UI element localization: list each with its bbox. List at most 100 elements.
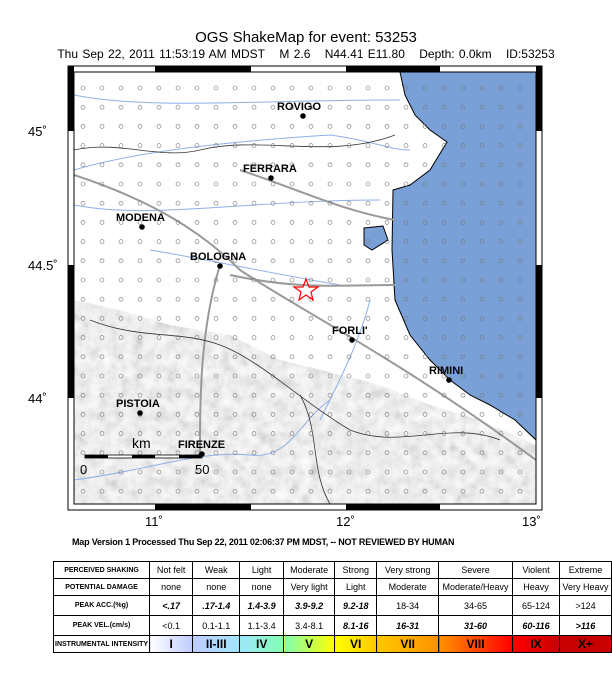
- station-marker: [232, 104, 238, 110]
- station-marker: [156, 239, 162, 244]
- station-marker: [441, 85, 447, 91]
- station-marker: [441, 296, 447, 302]
- station-marker: [365, 431, 371, 436]
- station-marker: [232, 412, 238, 417]
- station-marker: [156, 124, 162, 129]
- acc-value: 18-34: [396, 600, 420, 611]
- station-marker: [213, 469, 219, 475]
- station-marker: [118, 181, 124, 187]
- station-marker: [517, 85, 523, 91]
- station-marker: [232, 85, 238, 91]
- station-marker: [479, 412, 485, 417]
- shaking-value: Strong: [342, 565, 369, 575]
- station-marker: [118, 469, 124, 475]
- station-marker: [194, 412, 200, 417]
- station-marker: [403, 143, 409, 148]
- city-dot: [137, 410, 143, 416]
- station-marker: [384, 412, 390, 417]
- station-marker: [346, 469, 352, 475]
- station-marker: [479, 220, 485, 225]
- station-marker: [517, 124, 523, 129]
- vel-cell: 16-31: [376, 615, 440, 636]
- station-marker: [346, 450, 352, 456]
- station-marker: [99, 85, 105, 91]
- station-marker: [175, 392, 181, 398]
- city-label: BOLOGNA: [190, 251, 246, 263]
- station-marker: [99, 335, 105, 340]
- station-marker: [308, 239, 314, 244]
- station-marker: [118, 239, 124, 244]
- station-marker: [498, 431, 504, 436]
- station-marker: [156, 431, 162, 436]
- station-marker: [213, 412, 219, 417]
- station-marker: [346, 392, 352, 398]
- station-marker: [194, 488, 200, 494]
- station-marker: [289, 124, 295, 129]
- station-marker: [517, 239, 523, 244]
- station-marker: [308, 85, 314, 91]
- station-marker: [232, 450, 238, 456]
- station-grid: [80, 85, 523, 494]
- station-marker: [80, 469, 86, 475]
- intensity-value: IX: [530, 637, 542, 651]
- version-line: Map Version 1 Processed Thu Sep 22, 2011…: [72, 537, 455, 547]
- station-marker: [213, 200, 219, 206]
- station-marker: [479, 354, 485, 360]
- intensity-cell: V: [283, 635, 336, 653]
- intensity-cell: IX: [512, 635, 560, 653]
- intensity-cell: VII: [376, 635, 440, 653]
- station-marker: [460, 239, 466, 244]
- station-marker: [99, 296, 105, 302]
- station-marker: [270, 277, 276, 283]
- station-marker: [80, 162, 86, 168]
- station-marker: [460, 104, 466, 110]
- station-marker: [175, 373, 181, 379]
- station-marker: [441, 335, 447, 340]
- station-marker: [517, 450, 523, 456]
- intensity-value: VI: [350, 637, 362, 651]
- station-marker: [251, 239, 257, 244]
- station-marker: [156, 200, 162, 206]
- row-header: PERCEIVED SHAKING: [52, 561, 151, 579]
- station-marker: [498, 316, 504, 321]
- city-label: RIMINI: [429, 365, 463, 377]
- station-marker: [308, 200, 314, 206]
- station-marker: [156, 392, 162, 398]
- star-icon: [292, 277, 320, 302]
- station-marker: [118, 392, 124, 398]
- station-marker: [137, 220, 143, 225]
- station-marker: [479, 143, 485, 148]
- station-marker: [80, 104, 86, 110]
- station-marker: [118, 335, 124, 340]
- station-marker: [251, 162, 257, 168]
- station-marker: [384, 239, 390, 244]
- station-marker: [365, 450, 371, 456]
- station-marker: [403, 450, 409, 456]
- station-marker: [232, 392, 238, 398]
- station-marker: [80, 354, 86, 360]
- damage-value: none: [251, 582, 272, 592]
- station-marker: [308, 412, 314, 417]
- station-marker: [479, 162, 485, 168]
- station-marker: [460, 412, 466, 417]
- station-marker: [137, 296, 143, 302]
- station-marker: [498, 143, 504, 148]
- station-marker: [251, 124, 257, 129]
- station-marker: [384, 335, 390, 340]
- station-marker: [422, 431, 428, 436]
- intensity-value: I: [169, 637, 173, 651]
- station-marker: [213, 181, 219, 187]
- station-marker: [517, 143, 523, 148]
- station-marker: [80, 412, 86, 417]
- station-marker: [137, 104, 143, 110]
- acc-cell: 3.9-9.2: [283, 595, 336, 616]
- station-marker: [80, 392, 86, 398]
- station-marker: [99, 220, 105, 225]
- station-marker: [175, 316, 181, 321]
- station-marker: [99, 200, 105, 206]
- station-marker: [289, 469, 295, 475]
- station-marker: [346, 373, 352, 379]
- station-marker: [365, 335, 371, 340]
- city-label: MODENA: [116, 212, 165, 224]
